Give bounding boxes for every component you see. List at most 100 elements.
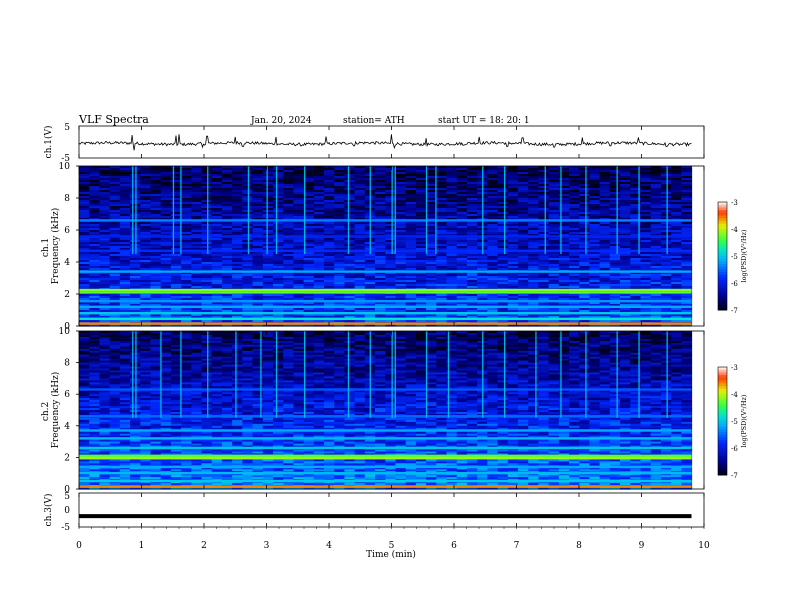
spec-cell: [170, 260, 182, 263]
spec-cell: [283, 282, 294, 285]
spec-cell: [293, 216, 305, 219]
spec-cell: [170, 232, 182, 235]
spec-cell: [79, 266, 90, 269]
spec-cell: [344, 190, 356, 193]
spec-cell: [507, 248, 519, 251]
spec-cell: [569, 298, 580, 301]
spec-cell: [405, 228, 417, 231]
spec-cell: [436, 168, 448, 171]
spec-cell: [630, 331, 642, 334]
spec-cell: [660, 204, 672, 207]
spec-cell: [293, 254, 305, 257]
spec-cell: [548, 180, 560, 183]
spec-cell: [630, 172, 642, 175]
spec-cell: [242, 178, 254, 181]
spec-cell: [415, 258, 427, 261]
spec-cell: [89, 333, 100, 336]
spec-cell: [211, 316, 223, 319]
spec-cell: [385, 308, 397, 311]
spec-cell: [599, 194, 611, 197]
spec-cell: [681, 266, 693, 269]
spec-cell: [232, 314, 243, 317]
spec-cell: [589, 192, 601, 195]
colorbar-segment: [718, 239, 727, 243]
spec-cell: [640, 176, 652, 179]
spec-cell: [558, 264, 570, 267]
spec-cell: [262, 186, 274, 189]
spec-cell: [415, 242, 427, 245]
spec-cell: [681, 232, 693, 235]
spec-cell: [109, 240, 121, 243]
spec-cell: [262, 224, 274, 227]
spec-cell: [579, 180, 590, 183]
spec-cell: [79, 180, 90, 183]
spec-cell: [528, 228, 539, 231]
spec-cell: [181, 274, 192, 277]
spec-cell: [538, 244, 550, 247]
spec-cell: [262, 302, 274, 305]
spec-cell: [640, 184, 652, 187]
spec-cell: [528, 310, 539, 313]
spec-cell: [650, 254, 662, 257]
spec-cell: [313, 194, 325, 197]
spec-cell: [487, 196, 499, 199]
figure-date: Jan. 20, 2024: [250, 116, 312, 126]
spec-cell: [456, 230, 468, 233]
spec-cell: [518, 296, 529, 299]
spec-cell: [609, 200, 621, 203]
spec-cell: [242, 202, 254, 205]
spec-cell: [660, 268, 672, 271]
spec-cell: [436, 208, 448, 211]
spec-cell: [99, 216, 111, 219]
spec-cell: [579, 246, 590, 249]
spec-cell: [497, 200, 509, 203]
spec-cell: [466, 232, 478, 235]
spec-cell: [201, 316, 213, 319]
spec-cell: [650, 280, 662, 283]
spec-cell: [140, 316, 152, 319]
spec-cell: [130, 284, 141, 287]
spec-cell: [640, 331, 652, 334]
spec-cell: [221, 310, 233, 313]
spec-cell: [89, 212, 100, 215]
spec-cell: [650, 268, 662, 271]
spec-cell: [354, 298, 366, 301]
spec-cell: [303, 272, 315, 275]
spec-cell: [497, 226, 509, 229]
spec-cell: [660, 166, 672, 169]
spec-cell: [262, 190, 274, 193]
spec-cell: [436, 280, 448, 283]
spec-cell: [89, 228, 100, 231]
spec-cell: [630, 266, 642, 269]
spec-cell: [395, 172, 407, 175]
spec-cell: [283, 331, 294, 334]
spec-cell: [466, 272, 478, 275]
spec-cell: [426, 298, 437, 301]
spec-cell: [293, 184, 305, 187]
spec-cell: [395, 272, 407, 275]
spec-cell: [385, 268, 397, 271]
spec-cell: [89, 308, 100, 311]
spec-cell: [221, 248, 233, 251]
spec-cell: [303, 258, 315, 261]
spec-cell: [599, 172, 611, 175]
spec-cell: [273, 246, 284, 249]
spec-cell: [109, 190, 121, 193]
spec-cell: [181, 178, 192, 181]
spec-cell: [487, 182, 499, 185]
spec-cell: [477, 316, 488, 319]
spec-cell: [221, 240, 233, 243]
spec-cell: [426, 170, 437, 173]
spec-cell: [99, 282, 111, 285]
spec-cell: [283, 196, 294, 199]
spec-cell: [140, 264, 152, 267]
spec-cell: [415, 174, 427, 177]
spec-cell: [354, 188, 366, 191]
spec-cell: [201, 256, 213, 259]
spec-cell: [456, 276, 468, 279]
spec-cell: [640, 182, 652, 185]
spec-cell: [191, 198, 203, 201]
spec-cell: [201, 244, 213, 247]
spec-cell: [385, 282, 397, 285]
spec-cell: [140, 202, 152, 205]
